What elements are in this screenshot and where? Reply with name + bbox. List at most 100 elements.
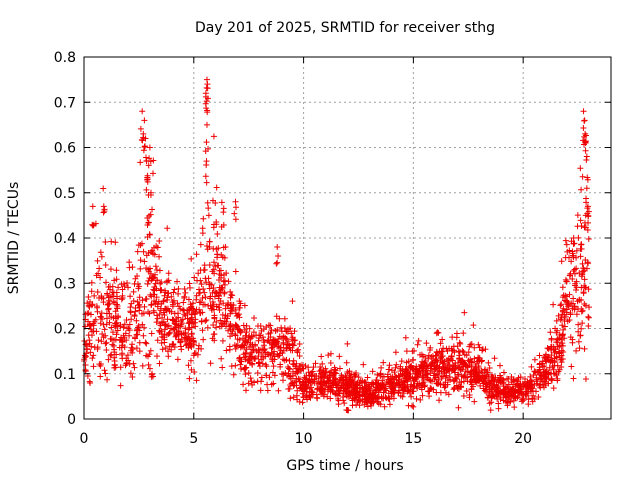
data-point <box>349 377 356 384</box>
data-point <box>486 365 493 372</box>
data-point <box>210 259 217 266</box>
data-point <box>389 384 396 391</box>
data-point <box>217 274 224 281</box>
data-point <box>219 321 226 328</box>
data-point <box>154 301 161 308</box>
data-point <box>582 138 589 145</box>
data-point <box>423 340 430 347</box>
data-point <box>334 395 341 402</box>
data-point <box>490 382 497 389</box>
data-point <box>100 299 107 306</box>
data-point <box>114 327 121 334</box>
data-point <box>395 373 402 380</box>
data-point <box>220 205 227 212</box>
data-point <box>189 311 196 318</box>
data-point <box>237 300 244 307</box>
data-point <box>249 361 256 368</box>
data-point <box>188 330 195 337</box>
data-point <box>573 347 580 354</box>
data-point <box>245 369 252 376</box>
data-point <box>325 377 332 384</box>
data-point <box>97 313 104 320</box>
data-point <box>182 312 189 319</box>
data-point <box>264 387 271 394</box>
data-point <box>433 352 440 359</box>
data-point <box>89 203 96 210</box>
data-point <box>440 363 447 370</box>
data-point <box>145 266 152 273</box>
data-point <box>487 378 494 385</box>
data-point <box>164 225 171 232</box>
data-point <box>218 199 225 206</box>
data-point <box>163 279 170 286</box>
data-point <box>511 404 518 411</box>
data-point <box>241 354 248 361</box>
data-point <box>214 254 221 261</box>
data-point <box>530 372 537 379</box>
data-point <box>489 373 496 380</box>
data-point <box>132 308 139 315</box>
data-point <box>109 341 116 348</box>
data-point <box>275 353 282 360</box>
data-point <box>210 306 217 313</box>
data-point <box>584 203 591 210</box>
data-point <box>420 372 427 379</box>
data-point <box>185 307 192 314</box>
data-point <box>105 356 112 363</box>
data-point <box>224 302 231 309</box>
data-point <box>513 378 520 385</box>
data-point <box>247 375 254 382</box>
data-point <box>449 347 456 354</box>
data-point <box>188 255 195 262</box>
data-point <box>181 311 188 318</box>
data-point <box>302 362 309 369</box>
data-point <box>344 340 351 347</box>
data-point <box>241 342 248 349</box>
data-point <box>98 338 105 345</box>
data-point <box>388 379 395 386</box>
data-point <box>153 319 160 326</box>
data-point <box>510 389 517 396</box>
data-point <box>271 372 278 379</box>
data-point <box>137 265 144 272</box>
data-point <box>561 335 568 342</box>
data-point <box>474 358 481 365</box>
data-point <box>214 262 221 269</box>
data-point <box>332 390 339 397</box>
data-point <box>153 277 160 284</box>
data-point <box>185 333 192 340</box>
data-point <box>141 143 148 150</box>
data-point <box>299 379 306 386</box>
data-point <box>217 297 224 304</box>
data-point <box>460 363 467 370</box>
data-point <box>383 378 390 385</box>
data-point <box>578 222 585 229</box>
data-point <box>148 373 155 380</box>
data-point <box>392 349 399 356</box>
data-point <box>476 344 483 351</box>
data-point <box>554 335 561 342</box>
data-point <box>93 272 100 279</box>
data-point <box>529 398 536 405</box>
data-point <box>395 379 402 386</box>
data-point <box>113 289 120 296</box>
data-point <box>452 374 459 381</box>
data-point <box>142 339 149 346</box>
data-point <box>207 360 214 367</box>
data-point <box>575 328 582 335</box>
data-point <box>228 305 235 312</box>
data-point <box>515 374 522 381</box>
data-point <box>554 377 561 384</box>
y-tick-label: 0.4 <box>54 231 76 247</box>
data-point <box>250 329 257 336</box>
data-point <box>183 341 190 348</box>
data-point <box>217 286 224 293</box>
data-point <box>440 345 447 352</box>
data-point <box>551 349 558 356</box>
data-point <box>213 246 220 253</box>
data-point <box>199 327 206 334</box>
data-point <box>138 240 145 247</box>
data-point <box>455 404 462 411</box>
data-point <box>186 319 193 326</box>
data-point <box>360 361 367 368</box>
